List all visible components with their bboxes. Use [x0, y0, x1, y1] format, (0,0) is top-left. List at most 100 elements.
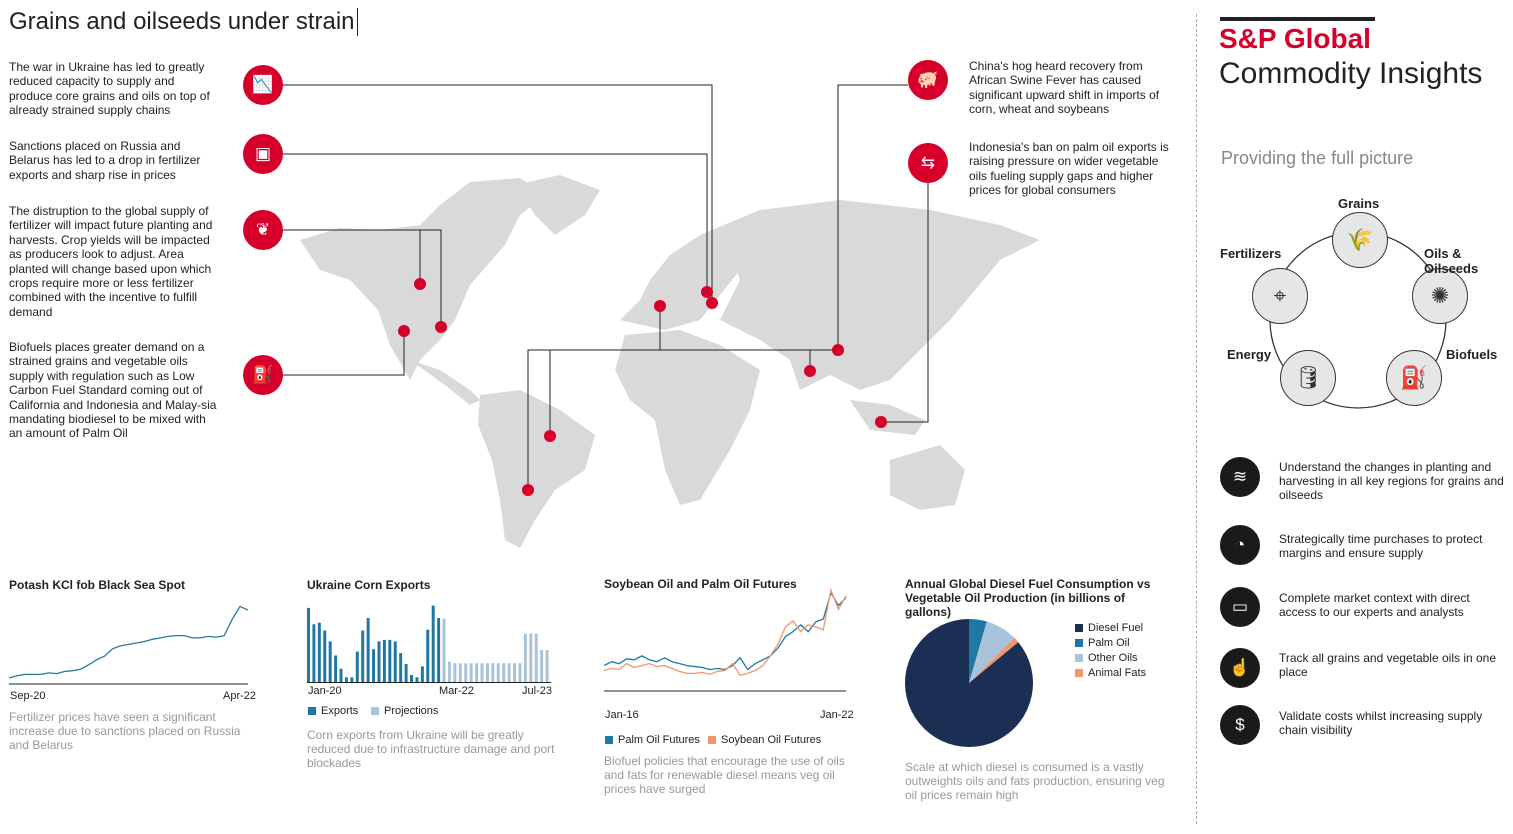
- x-tick: Sep-20: [10, 690, 46, 702]
- chart-caption: Fertilizer prices have seen a significan…: [9, 710, 241, 752]
- cycle-label: Oils & Oilseeds: [1424, 246, 1479, 276]
- x-tick: Jan-20: [308, 685, 342, 697]
- chart-caption: Scale at which diesel is consumed is a v…: [905, 760, 1165, 802]
- africa: [615, 330, 760, 505]
- bar: [442, 618, 446, 682]
- fuel-pump-icon: ⛽: [1386, 350, 1442, 406]
- left-item-text: The distruption to the global supply of …: [9, 204, 213, 319]
- x-tick: Jan-16: [605, 709, 639, 721]
- bar: [307, 607, 310, 682]
- benefit-text: Understand the changes in planting and h…: [1279, 460, 1504, 502]
- x-tick: Apr-22: [223, 690, 257, 702]
- chart-title: Potash KCl fob Black Sea Spot: [9, 578, 186, 592]
- bar: [388, 639, 392, 682]
- oil-barrel-icon: 🛢: [1280, 350, 1336, 406]
- legend-palm: Palm Oil Futures: [605, 734, 700, 746]
- x-tick: Jan-22: [820, 709, 854, 721]
- left-item-text: Biofuels places greater demand on a stra…: [9, 340, 217, 441]
- legend-item: Other Oils: [1075, 652, 1146, 664]
- right-item-text: China's hog heard recovery from African …: [969, 59, 1160, 117]
- potash-chart: [9, 605, 249, 685]
- left-item-text: The war in Ukraine has led to greatly re…: [9, 60, 210, 118]
- cycle-label: Biofuels: [1446, 347, 1498, 362]
- fertilizer-bag-icon: ▣: [243, 134, 283, 174]
- crops-icon: ❦: [243, 210, 283, 250]
- benefit-text: Validate costs whilst increasing supply …: [1279, 709, 1483, 737]
- bar: [372, 649, 376, 682]
- bar: [513, 663, 517, 682]
- marker-indonesia: [875, 416, 887, 428]
- diesel-pie-chart: [905, 619, 1033, 747]
- dollar-search-icon: $: [1220, 705, 1260, 745]
- left-item-text: Sanctions placed on Russia and Belarus h…: [9, 139, 201, 182]
- benefit-text: Track all grains and vegetable oils in o…: [1279, 651, 1497, 679]
- bar: [518, 663, 522, 682]
- oil-futures-chart: [604, 587, 847, 692]
- bar: [323, 630, 327, 682]
- marker-belarus: [701, 286, 713, 298]
- benefit-text: Complete market context with direct acce…: [1279, 591, 1470, 619]
- australia: [890, 445, 965, 510]
- bar: [334, 655, 338, 682]
- marker-europe: [654, 300, 666, 312]
- pie-legend: Diesel Fuel Palm Oil Other Oils Animal Fats: [1075, 622, 1146, 682]
- southeast-asia: [850, 400, 925, 435]
- legend-item: Animal Fats: [1075, 667, 1146, 679]
- logo-bar: [1220, 17, 1375, 21]
- bar: [420, 666, 424, 682]
- legend-item: Diesel Fuel: [1075, 622, 1146, 634]
- bar: [458, 663, 462, 682]
- bar: [502, 663, 506, 682]
- bar: [453, 663, 457, 682]
- bar: [415, 677, 419, 682]
- bar: [529, 633, 533, 682]
- bar: [534, 633, 538, 682]
- brand-subtitle: Commodity Insights: [1219, 57, 1483, 90]
- bar: [339, 668, 343, 682]
- bar: [480, 663, 484, 682]
- wheat-icon: 🌾: [1332, 212, 1388, 268]
- bar: [496, 663, 500, 682]
- marker-brazil: [544, 430, 556, 442]
- bar: [317, 622, 321, 682]
- marker-california: [398, 325, 410, 337]
- bar: [350, 677, 354, 682]
- chart-title: Annual Global Diesel Fuel Consumption vs…: [905, 577, 1151, 619]
- south-america: [478, 390, 595, 548]
- greenland: [515, 175, 600, 235]
- legend-item: Palm Oil: [1075, 637, 1146, 649]
- bar: [437, 618, 441, 682]
- chart-caption: Corn exports from Ukraine will be greatl…: [307, 728, 555, 770]
- x-tick: Mar-22: [439, 685, 474, 697]
- bar: [312, 624, 316, 682]
- tagline: Providing the full picture: [1221, 148, 1414, 168]
- fuel-pump-icon: ⛽: [243, 355, 283, 395]
- asia: [700, 200, 1040, 390]
- central-america: [410, 360, 480, 405]
- sunflower-icon: ✺: [1412, 268, 1468, 324]
- continents: [300, 175, 1040, 548]
- divider: [1196, 14, 1197, 824]
- bar: [361, 630, 365, 682]
- map-markers: [398, 278, 887, 496]
- chat-icon: ▭: [1220, 587, 1260, 627]
- touch-icon: ☝: [1220, 648, 1260, 688]
- pie-slice-diesel-fuel: [905, 619, 1033, 747]
- marker-argentina: [522, 484, 534, 496]
- bar: [382, 639, 386, 682]
- cycle-label: Fertilizers: [1220, 246, 1282, 261]
- legend-soybean: Soybean Oil Futures: [708, 734, 821, 746]
- series-line-potash: [9, 605, 249, 679]
- bar: [410, 674, 414, 682]
- legend-projections: Projections: [371, 705, 438, 717]
- bar: [464, 663, 468, 682]
- bar: [355, 651, 359, 682]
- gauge-icon: ◔: [1220, 525, 1260, 565]
- bar: [545, 650, 549, 682]
- bar: [328, 641, 332, 682]
- marker-us-midwest: [435, 321, 447, 333]
- drone-icon: ⌖: [1252, 268, 1308, 324]
- chart-title: Soybean Oil and Palm Oil Futures: [604, 577, 797, 591]
- cycle-label: Grains: [1338, 196, 1380, 211]
- marker-india: [804, 365, 816, 377]
